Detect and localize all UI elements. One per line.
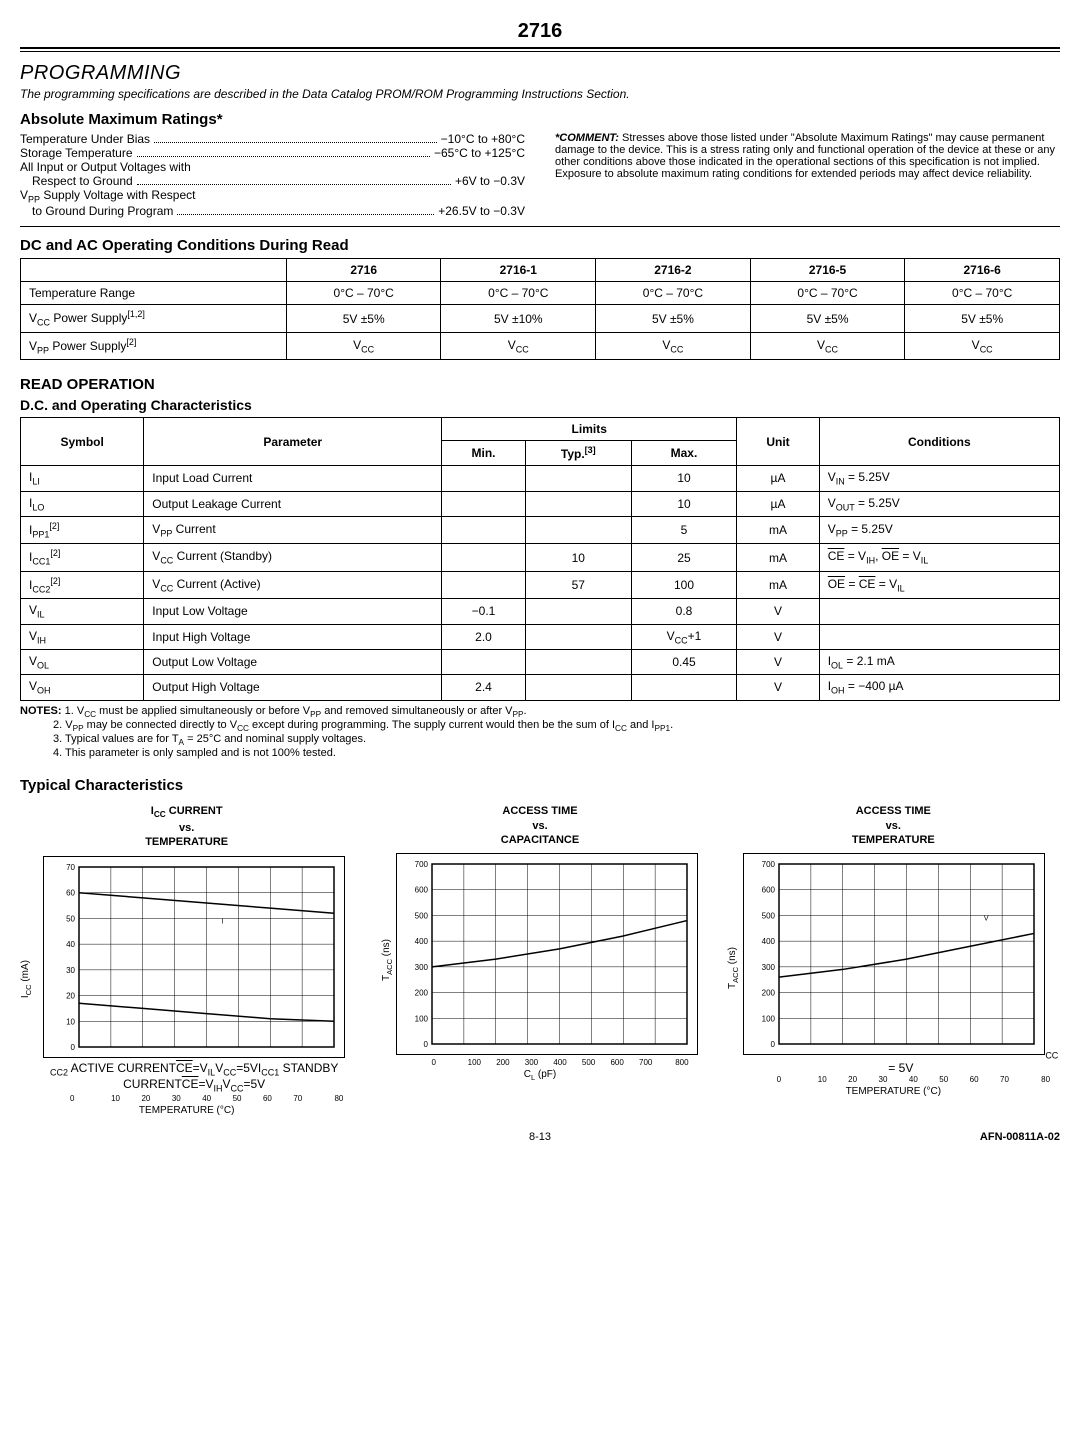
chart-block: ACCESS TIMEvs.CAPACITANCE TACC (ns) 0 100… [373,804,706,1115]
svg-text:400: 400 [415,937,429,946]
svg-text:700: 700 [415,860,429,869]
programming-subtitle: The programming specifications are descr… [20,87,1060,101]
chart-ylabel: ICC (mA) [20,960,33,998]
rule [20,51,1060,52]
notes-block: NOTES: 1. VCC must be applied simultaneo… [20,705,1060,760]
chart-title: ICC CURRENTvs.TEMPERATURE [20,804,353,850]
rating-row: Respect to Ground+6V to −0.3V [20,174,525,188]
abs-max-title: Absolute Maximum Ratings* [20,111,1060,128]
dc-char-table: SymbolParameterLimitsUnitConditionsMin.T… [20,417,1060,701]
op-cond-table: 27162716-12716-22716-52716-6Temperature … [20,258,1060,360]
chart-ylabel: TACC (ns) [727,947,740,989]
svg-text:700: 700 [762,860,776,869]
rating-row: VPP Supply Voltage with Respect [20,188,525,204]
programming-title: PROGRAMMING [20,62,1060,85]
chart-ylabel: TACC (ns) [381,939,394,981]
typ-char-title: Typical Characteristics [20,777,1060,794]
svg-text:600: 600 [415,886,429,895]
svg-text:10: 10 [66,1017,75,1026]
svg-text:I: I [222,918,224,925]
rating-row: Temperature Under Bias−10°C to +80°C [20,132,525,146]
svg-text:200: 200 [415,989,429,998]
chart-block: ACCESS TIMEvs.TEMPERATURE TACC (ns) 0 100… [727,804,1060,1115]
svg-text:30: 30 [66,966,75,975]
svg-text:500: 500 [762,912,776,921]
chart-title: ACCESS TIMEvs.CAPACITANCE [373,804,706,847]
rating-row: Storage Temperature−65°C to +125°C [20,146,525,160]
svg-text:70: 70 [66,863,75,872]
abs-max-comment: *COMMENT: Stresses above those listed un… [555,132,1060,218]
svg-text:V: V [984,916,989,923]
page-number: 8-13 [367,1131,714,1143]
svg-text:600: 600 [762,886,776,895]
footer-spacer [20,1131,367,1143]
charts-row: ICC CURRENTvs.TEMPERATURE ICC (mA) 0 10 20… [20,804,1060,1115]
read-op-subtitle: D.C. and Operating Characteristics [20,397,1060,413]
read-op-title: READ OPERATION [20,376,1060,393]
chart-title: ACCESS TIMEvs.TEMPERATURE [727,804,1060,847]
svg-text:400: 400 [762,937,776,946]
svg-text:100: 100 [415,1014,429,1023]
rating-row: to Ground During Program+26.5V to −0.3V [20,204,525,218]
svg-text:0: 0 [771,1040,776,1049]
svg-text:40: 40 [66,940,75,949]
abs-max-ratings-col: Temperature Under Bias−10°C to +80°CStor… [20,132,525,218]
comment-label: *COMMENT: [555,132,619,144]
chart-xlabel: TEMPERATURE (°C) [727,1086,1060,1097]
svg-text:300: 300 [415,963,429,972]
svg-text:60: 60 [66,888,75,897]
svg-text:20: 20 [66,991,75,1000]
svg-text:500: 500 [415,912,429,921]
svg-text:50: 50 [66,914,75,923]
op-cond-title: DC and AC Operating Conditions During Re… [20,237,1060,254]
svg-text:200: 200 [762,989,776,998]
chart-xlabel: TEMPERATURE (°C) [20,1105,353,1116]
chart-block: ICC CURRENTvs.TEMPERATURE ICC (mA) 0 10 20… [20,804,353,1115]
svg-text:0: 0 [424,1040,429,1049]
chart-xlabel: CL (pF) [373,1069,706,1082]
svg-text:300: 300 [762,963,776,972]
svg-text:100: 100 [762,1014,776,1023]
svg-text:0: 0 [71,1043,76,1052]
part-number-heading: 2716 [20,20,1060,49]
doc-id: AFN-00811A-02 [713,1131,1060,1143]
rating-row: All Input or Output Voltages with [20,160,525,174]
comment-text: Stresses above those listed under "Absol… [555,132,1055,180]
